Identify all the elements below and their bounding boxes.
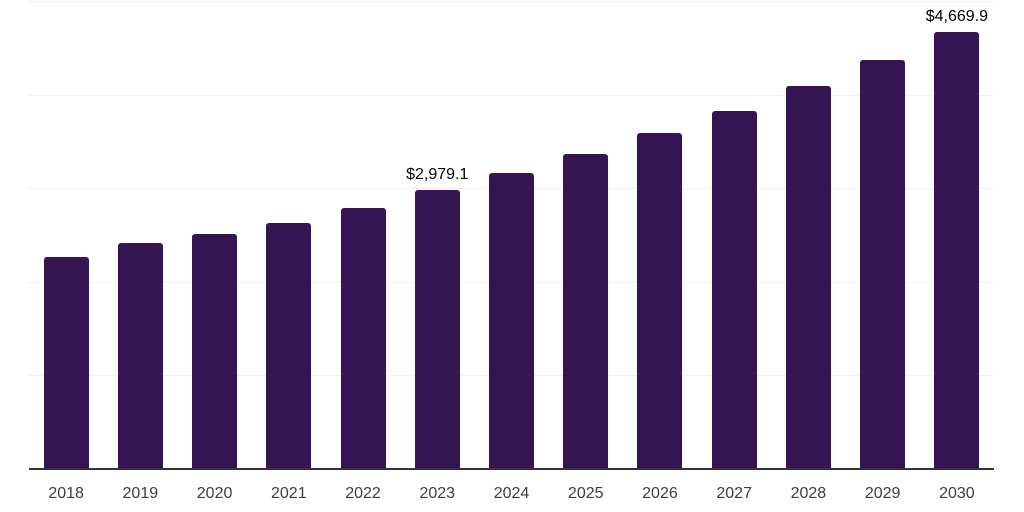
bar-2028 [785, 86, 831, 468]
value-label-2023: $2,979.1 [406, 166, 469, 184]
bar-2021 [266, 223, 312, 468]
x-tick-2027: 2027 [716, 485, 752, 502]
bar-2029 [860, 60, 906, 468]
x-axis-line [29, 468, 994, 470]
gridline-4000 [29, 94, 994, 96]
x-tick-2025: 2025 [567, 485, 604, 502]
bar-2025 [563, 154, 609, 468]
bar-2023 [414, 190, 460, 468]
x-tick-2018: 2018 [48, 485, 84, 502]
x-tick-2019: 2019 [122, 485, 159, 502]
bar-2020 [192, 234, 238, 468]
bar-2022 [340, 208, 386, 468]
bar-2019 [117, 243, 163, 468]
gridline-5000 [29, 1, 994, 2]
x-tick-2030: 2030 [939, 485, 975, 502]
bar-2018 [43, 257, 89, 468]
x-tick-2020: 2020 [196, 485, 233, 502]
x-tick-2029: 2029 [864, 485, 901, 502]
bar-2030 [934, 31, 980, 468]
x-tick-2024: 2024 [493, 485, 530, 502]
x-tick-2028: 2028 [790, 485, 827, 502]
x-tick-2021: 2021 [271, 485, 307, 502]
x-tick-2026: 2026 [642, 485, 678, 502]
value-label-2030: $4,669.9 [925, 7, 989, 25]
bar-2024 [489, 173, 534, 468]
bar-2026 [637, 133, 683, 468]
x-tick-2023: 2023 [419, 485, 456, 502]
x-tick-2022: 2022 [345, 485, 381, 502]
bar-2027 [711, 111, 757, 468]
